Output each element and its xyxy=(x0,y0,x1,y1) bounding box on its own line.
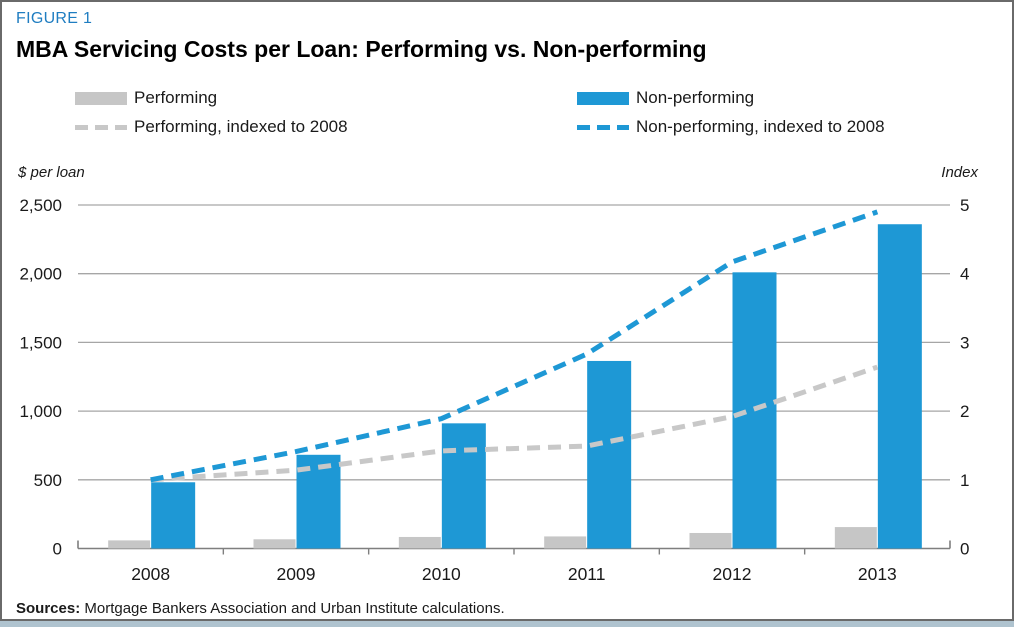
legend-item-nonperforming-indexed: Non-performing, indexed to 2008 xyxy=(577,117,885,137)
legend-label: Non-performing, indexed to 2008 xyxy=(636,117,885,136)
performing-dash-swatch xyxy=(75,124,127,130)
legend-label: Non-performing xyxy=(636,88,755,107)
sources-note: Sources: Mortgage Bankers Association an… xyxy=(16,600,505,617)
legend-item-nonperforming: Non-performing xyxy=(577,88,754,108)
bottom-accent-strip xyxy=(0,621,1014,627)
chart-title: MBA Servicing Costs per Loan: Performing… xyxy=(16,36,707,62)
sources-prefix: Sources: xyxy=(16,600,81,617)
nonperforming-dash-swatch xyxy=(577,124,629,130)
nonperforming-bar-swatch xyxy=(577,91,629,105)
legend-item-performing-indexed: Performing, indexed to 2008 xyxy=(75,117,348,137)
legend-label: Performing, indexed to 2008 xyxy=(134,117,348,136)
right-axis-unit-label: Index xyxy=(941,164,978,181)
legend-item-performing: Performing xyxy=(75,88,217,108)
left-axis-unit-label: $ per loan xyxy=(18,164,85,181)
figure-number-label: FIGURE 1 xyxy=(16,10,93,27)
sources-text: Mortgage Bankers Association and Urban I… xyxy=(80,600,505,617)
performing-bar-swatch xyxy=(75,91,127,105)
legend-label: Performing xyxy=(134,88,218,107)
